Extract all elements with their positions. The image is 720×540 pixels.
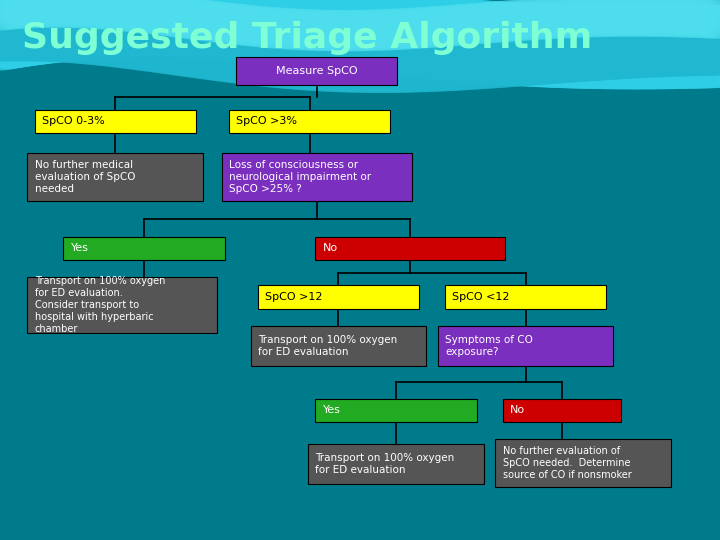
Text: Transport on 100% oxygen
for ED evaluation: Transport on 100% oxygen for ED evaluati…: [315, 454, 454, 475]
Text: No further medical
evaluation of SpCO
needed: No further medical evaluation of SpCO ne…: [35, 160, 135, 194]
FancyBboxPatch shape: [251, 326, 426, 366]
Text: SpCO 0-3%: SpCO 0-3%: [42, 117, 104, 126]
Text: Suggested Triage Algorithm: Suggested Triage Algorithm: [22, 21, 592, 55]
FancyBboxPatch shape: [503, 399, 621, 422]
FancyBboxPatch shape: [236, 57, 397, 85]
Text: SpCO <12: SpCO <12: [452, 292, 510, 302]
Text: Yes: Yes: [323, 406, 341, 415]
FancyBboxPatch shape: [495, 439, 671, 487]
Text: Measure SpCO: Measure SpCO: [276, 66, 358, 76]
FancyBboxPatch shape: [258, 285, 419, 309]
Text: Loss of consciousness or
neurological impairment or
SpCO >25% ?: Loss of consciousness or neurological im…: [229, 160, 371, 194]
Text: No: No: [323, 244, 338, 253]
Text: Transport on 100% oxygen
for ED evaluation: Transport on 100% oxygen for ED evaluati…: [258, 335, 397, 356]
Text: SpCO >12: SpCO >12: [265, 292, 323, 302]
FancyBboxPatch shape: [222, 153, 412, 201]
Text: No further evaluation of
SpCO needed.  Determine
source of CO if nonsmoker: No further evaluation of SpCO needed. De…: [503, 446, 631, 480]
FancyBboxPatch shape: [27, 277, 217, 333]
Text: Yes: Yes: [71, 244, 89, 253]
Text: Transport on 100% oxygen
for ED evaluation.
Consider transport to
hospital with : Transport on 100% oxygen for ED evaluati…: [35, 276, 165, 334]
Text: SpCO >3%: SpCO >3%: [236, 117, 297, 126]
FancyBboxPatch shape: [27, 153, 203, 201]
FancyBboxPatch shape: [308, 444, 484, 484]
Text: No: No: [510, 406, 525, 415]
FancyBboxPatch shape: [445, 285, 606, 309]
FancyBboxPatch shape: [35, 110, 196, 133]
FancyBboxPatch shape: [315, 399, 477, 422]
FancyBboxPatch shape: [438, 326, 613, 366]
FancyBboxPatch shape: [63, 237, 225, 260]
Text: Symptoms of CO
exposure?: Symptoms of CO exposure?: [445, 335, 533, 356]
FancyBboxPatch shape: [315, 237, 505, 260]
FancyBboxPatch shape: [229, 110, 390, 133]
